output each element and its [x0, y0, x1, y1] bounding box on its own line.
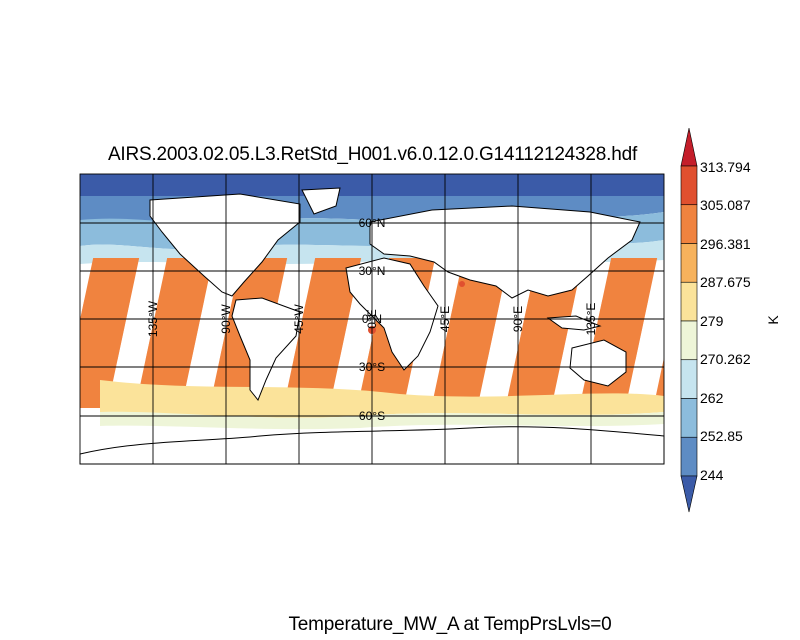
- map-title: AIRS.2003.02.05.L3.RetStd_H001.v6.0.12.0…: [107, 144, 638, 165]
- north-america: [149, 193, 301, 297]
- lon-label: 45°E: [438, 306, 452, 332]
- colorbar-box: [680, 398, 698, 438]
- africa: [345, 257, 439, 371]
- lat-label: 30°N: [359, 264, 386, 278]
- colorbar-tick: 279: [700, 313, 724, 329]
- indonesia: [546, 315, 602, 331]
- colorbar-tick: 244: [700, 467, 724, 483]
- colorbar-tick: 305.087: [700, 197, 751, 213]
- colorbar-box: [680, 204, 698, 244]
- colorbar-arrow-top: [680, 127, 698, 167]
- colorbar-box: [680, 320, 698, 361]
- colorbar-tick: 287.675: [700, 274, 751, 290]
- greenland: [301, 187, 341, 215]
- colorbar-unit: K: [765, 315, 781, 325]
- colorbar-box: [680, 243, 698, 283]
- australia: [569, 339, 627, 387]
- lat-label: 60°S: [359, 409, 385, 423]
- lon-label: 90°E: [511, 306, 525, 332]
- lon-label: 135°W: [146, 300, 160, 337]
- lon-label: 45°W: [292, 304, 306, 334]
- colorbar-tick: 313.794: [700, 159, 751, 175]
- south-america: [231, 297, 301, 401]
- variable-caption: Temperature_MW_A at TempPrsLvls=0: [288, 614, 612, 635]
- lat-label: 0°N: [362, 312, 382, 326]
- eurasia: [369, 205, 641, 299]
- graticule: [79, 173, 665, 465]
- colorbar-tick: 296.381: [700, 236, 751, 252]
- colorbar-box: [680, 436, 698, 477]
- colorbar-box: [680, 281, 698, 322]
- lat-label: 30°S: [359, 360, 385, 374]
- colorbar: 313.794 305.087 296.381 287.675 279 270.…: [680, 127, 781, 513]
- lon-label: 135°E: [584, 303, 598, 336]
- colorbar-tick: 252.85: [700, 428, 743, 444]
- lon-label: 0°E: [365, 309, 379, 328]
- colorbar-box: [680, 165, 698, 206]
- colorbar-arrow-bottom: [680, 475, 698, 513]
- lat-label: 60°N: [359, 216, 386, 230]
- colorbar-box: [680, 359, 698, 399]
- colorbar-tick: 270.262: [700, 351, 751, 367]
- lon-label: 90°W: [219, 304, 233, 334]
- colorbar-tick: 262: [700, 390, 724, 406]
